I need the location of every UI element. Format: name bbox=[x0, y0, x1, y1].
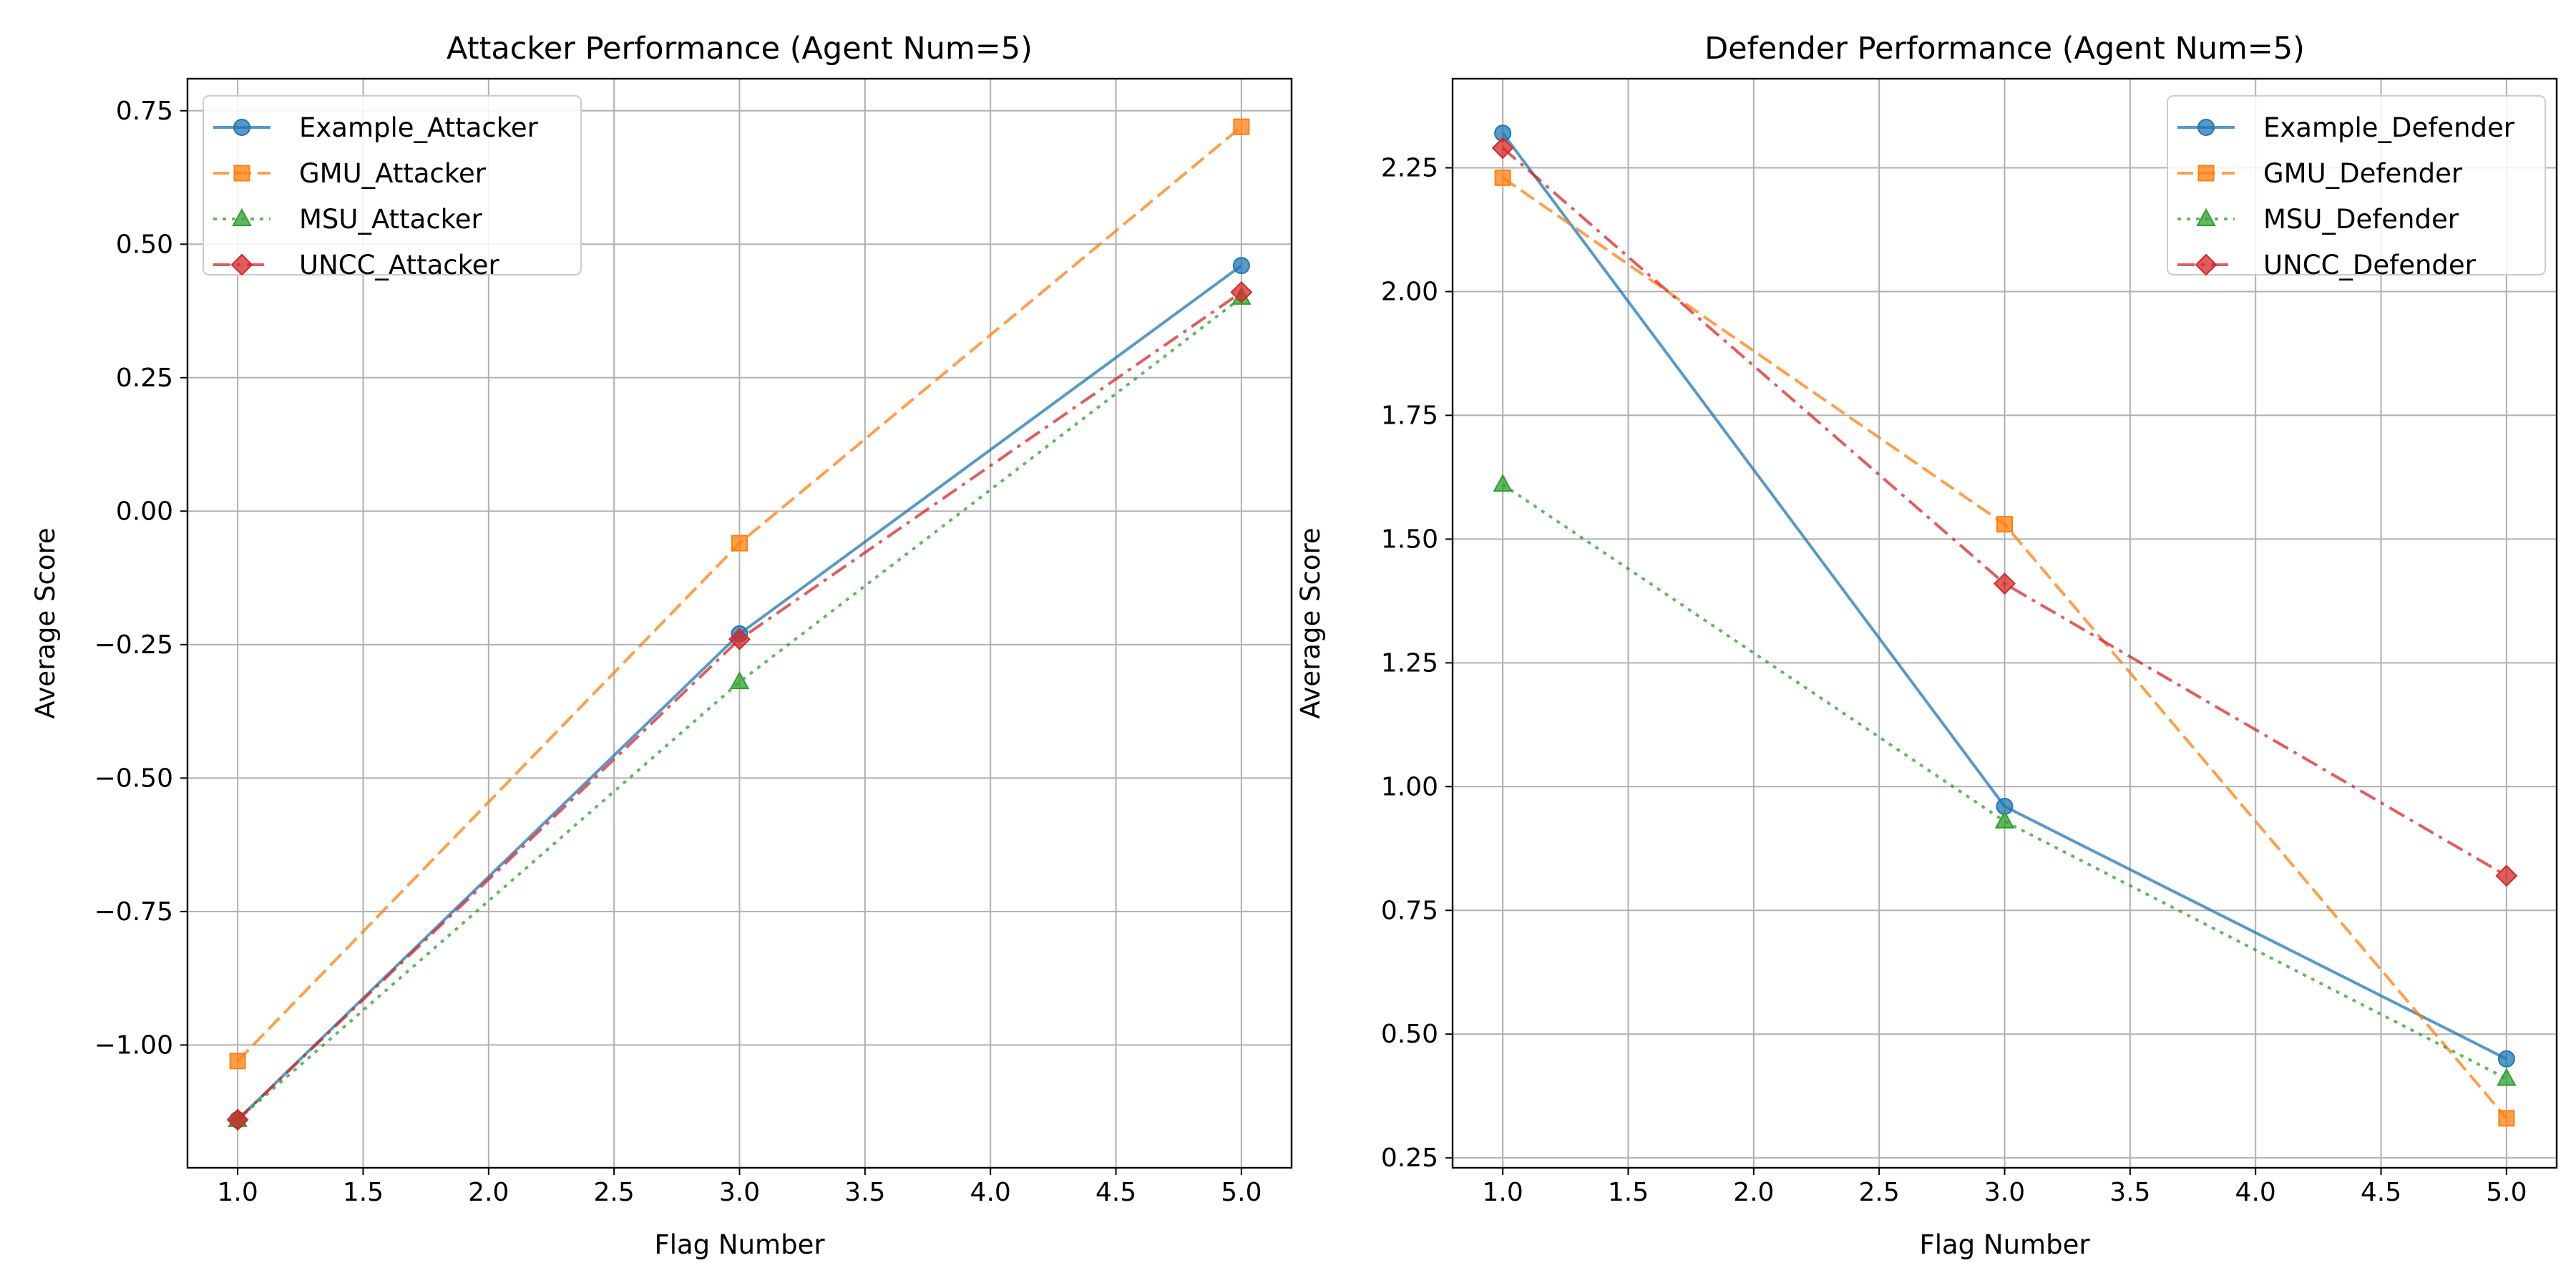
y-tick-label: 0.00 bbox=[116, 497, 173, 526]
y-tick-label: 0.25 bbox=[116, 364, 173, 393]
data-point-msu-attacker bbox=[729, 670, 750, 690]
x-tick-label: 4.0 bbox=[2235, 1178, 2276, 1207]
legend-label-example-defender: Example_Defender bbox=[2263, 112, 2515, 143]
data-point-gmu-attacker bbox=[1233, 118, 1250, 135]
y-tick-label: 2.25 bbox=[1381, 154, 1438, 183]
y-tick-label: 0.25 bbox=[1381, 1143, 1438, 1173]
y-tick-label: 1.75 bbox=[1381, 401, 1438, 430]
x-tick-label: 3.5 bbox=[844, 1178, 885, 1207]
x-tick-label: 1.0 bbox=[1483, 1178, 1523, 1207]
y-axis-label: Average Score bbox=[30, 527, 61, 718]
y-tick-label: 0.75 bbox=[1381, 896, 1438, 925]
legend-box bbox=[203, 95, 582, 275]
y-tick-label: −1.00 bbox=[94, 1030, 173, 1060]
y-tick-label: 1.50 bbox=[1381, 525, 1438, 554]
x-tick-label: 4.5 bbox=[2361, 1178, 2401, 1207]
y-tick-label: 0.75 bbox=[116, 97, 173, 126]
legend-marker-example-attacker bbox=[233, 119, 250, 136]
legend-label-msu-defender: MSU_Defender bbox=[2263, 204, 2459, 235]
x-tick-label: 2.0 bbox=[1733, 1178, 1774, 1207]
data-point-gmu-attacker bbox=[229, 1053, 246, 1070]
legend: Example_Attacker GMU_Attacker MSU_Attacker… bbox=[203, 95, 582, 280]
data-point-example-attacker bbox=[1232, 257, 1250, 275]
legend-label-example-attacker: Example_Attacker bbox=[299, 112, 539, 143]
legend-label-gmu-defender: GMU_Defender bbox=[2263, 158, 2463, 189]
data-point-msu-defender bbox=[2497, 1068, 2517, 1086]
chart-title: Attacker Performance (Agent Num=5) bbox=[447, 31, 1033, 67]
legend-marker-msu-attacker bbox=[232, 208, 252, 226]
y-tick-label: −0.50 bbox=[94, 763, 173, 793]
data-point-gmu-attacker bbox=[731, 535, 748, 552]
legend-marker-uncc-defender bbox=[2195, 253, 2218, 276]
y-tick-label: 2.00 bbox=[1381, 277, 1438, 306]
y-tick-label: −0.75 bbox=[94, 897, 173, 927]
series-line-uncc-attacker bbox=[236, 291, 1243, 1121]
data-point-msu-defender bbox=[1994, 810, 2015, 829]
data-point-uncc-defender bbox=[1491, 137, 1514, 160]
x-tick-label: 4.5 bbox=[1096, 1178, 1136, 1207]
x-axis-label: Flag Number bbox=[654, 1229, 825, 1260]
x-tick-label: 5.0 bbox=[1221, 1178, 1262, 1207]
x-axis-label: Flag Number bbox=[1919, 1229, 2090, 1260]
x-tick-label: 1.0 bbox=[218, 1178, 258, 1207]
x-tick-label: 2.5 bbox=[1859, 1178, 1900, 1207]
legend-label-msu-attacker: MSU_Attacker bbox=[299, 204, 483, 235]
y-tick-label: 0.50 bbox=[116, 230, 173, 259]
legend-box bbox=[2167, 95, 2546, 275]
data-point-uncc-attacker bbox=[728, 628, 751, 650]
data-point-gmu-defender bbox=[1996, 516, 2013, 533]
y-tick-label: −0.25 bbox=[94, 630, 173, 660]
x-tick-label: 2.0 bbox=[468, 1178, 509, 1207]
legend-marker-example-defender bbox=[2197, 119, 2215, 136]
y-tick-label: 1.00 bbox=[1381, 772, 1438, 801]
defender-chart-panel: 1.0 1.5 2.0 2.5 3.0 3.5 4.0 4.5 5.0 0.25 0.50 0.75 1… bbox=[1295, 31, 2558, 1260]
data-point-uncc-attacker bbox=[1230, 281, 1253, 303]
legend-marker-msu-defender bbox=[2196, 208, 2216, 226]
legend-marker-uncc-attacker bbox=[230, 253, 253, 276]
x-tick-label: 2.5 bbox=[594, 1178, 635, 1207]
legend: Example_Defender GMU_Defender MSU_Defender… bbox=[2167, 95, 2546, 280]
x-tick-label: 1.5 bbox=[343, 1178, 384, 1207]
y-axis-label: Average Score bbox=[1295, 527, 1326, 718]
x-tick-label: 5.0 bbox=[2486, 1178, 2527, 1207]
x-tick-label: 3.5 bbox=[2109, 1178, 2150, 1207]
data-point-uncc-attacker bbox=[226, 1108, 249, 1131]
data-point-gmu-defender bbox=[1494, 169, 1511, 186]
x-tick-label: 4.0 bbox=[970, 1178, 1011, 1207]
attacker-chart-panel: 1.0 1.5 2.0 2.5 3.0 3.5 4.0 4.5 5.0 −1.00 −0.75 −0.… bbox=[30, 31, 1293, 1260]
y-tick-label: 0.50 bbox=[1381, 1020, 1438, 1049]
data-point-msu-defender bbox=[1493, 474, 1513, 492]
legend-label-gmu-attacker: GMU_Attacker bbox=[299, 158, 487, 189]
legend-marker-gmu-attacker bbox=[233, 165, 250, 182]
legend-marker-gmu-defender bbox=[2197, 165, 2215, 182]
data-point-example-defender bbox=[2497, 1050, 2515, 1068]
y-tick-label: 1.25 bbox=[1381, 648, 1438, 678]
chart-title: Defender Performance (Agent Num=5) bbox=[1704, 31, 2305, 67]
data-point-uncc-defender bbox=[1994, 572, 2016, 595]
legend-label-uncc-defender: UNCC_Defender bbox=[2263, 250, 2477, 280]
data-point-gmu-defender bbox=[2498, 1110, 2515, 1127]
x-tick-label: 3.0 bbox=[719, 1178, 760, 1207]
x-tick-label: 3.0 bbox=[1984, 1178, 2025, 1207]
data-point-uncc-defender bbox=[2495, 864, 2518, 887]
legend-label-uncc-attacker: UNCC_Attacker bbox=[299, 250, 499, 280]
x-tick-label: 1.5 bbox=[1608, 1178, 1649, 1207]
